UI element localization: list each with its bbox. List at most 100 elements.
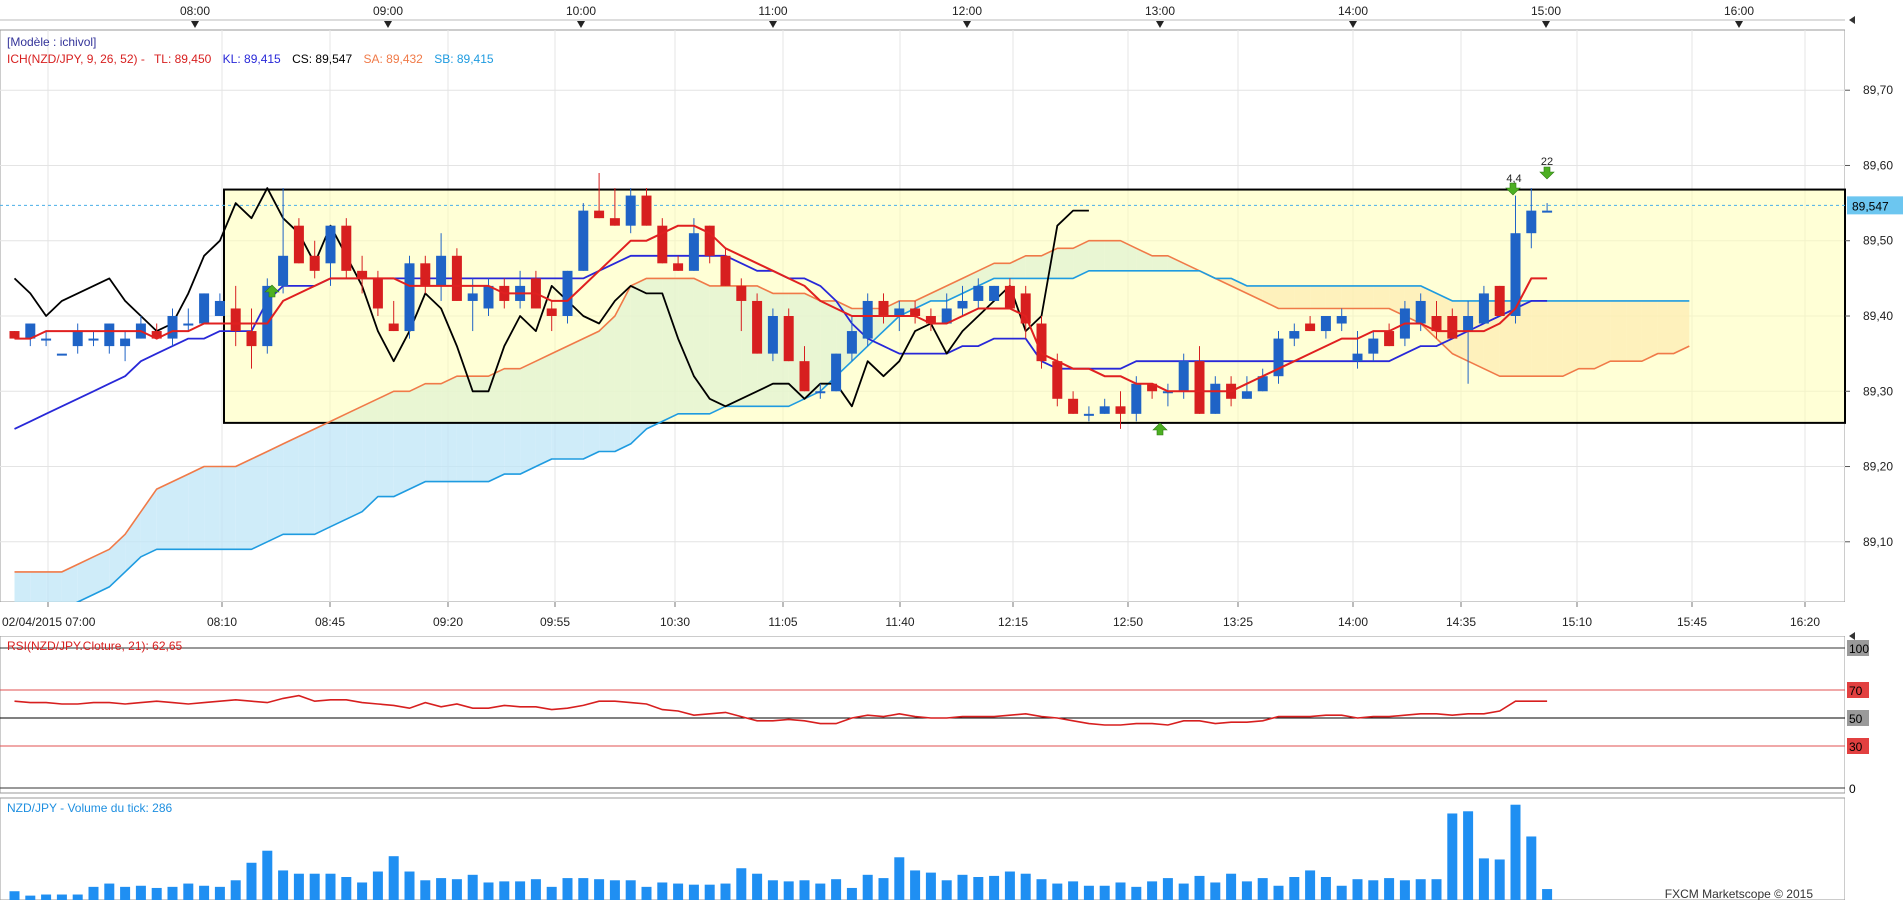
signal-label: 22 xyxy=(1541,156,1553,168)
kumo-cloud-segment xyxy=(109,534,126,587)
kumo-cloud-segment xyxy=(125,511,141,572)
bottom-time-label: 12:15 xyxy=(998,615,1028,629)
legend-senkou-a: SA: 89,432 xyxy=(363,52,423,66)
candle-body xyxy=(1083,413,1094,416)
candle-body xyxy=(278,255,289,286)
rsi-axis-label: 100 xyxy=(1849,642,1869,656)
signal-label: 4,4 xyxy=(1506,173,1521,185)
volume-bar xyxy=(799,880,810,900)
top-time-marker xyxy=(769,21,777,28)
top-time-label: 15:00 xyxy=(1531,4,1561,18)
volume-bar xyxy=(1289,877,1300,900)
volume-bar xyxy=(1241,881,1252,900)
candle-body xyxy=(199,293,210,324)
candle-body xyxy=(104,323,115,347)
volume-bar xyxy=(1399,880,1410,900)
candle-body xyxy=(1431,316,1442,332)
volume-bar xyxy=(199,885,210,900)
bottom-time-label: 16:20 xyxy=(1790,615,1820,629)
volume-bar xyxy=(1178,883,1189,900)
volume-bar xyxy=(9,891,20,900)
top-time-label: 10:00 xyxy=(566,4,596,18)
volume-bar xyxy=(1305,870,1316,900)
kumo-cloud-segment xyxy=(188,466,205,550)
rsi-axis-tag xyxy=(1847,738,1869,754)
candle-body xyxy=(120,338,131,347)
range-box xyxy=(223,188,1846,424)
top-time-marker xyxy=(1735,21,1743,28)
volume-bar xyxy=(815,883,826,900)
bottom-time-label: 09:55 xyxy=(540,615,570,629)
volume-bar xyxy=(546,886,557,900)
candle-body xyxy=(436,255,447,286)
candle-body xyxy=(25,323,36,339)
volume-bar xyxy=(309,873,320,900)
candle-body xyxy=(673,263,684,271)
volume-bar xyxy=(594,879,605,900)
kumo-cloud-segment xyxy=(219,466,236,550)
bottom-time-label: 11:05 xyxy=(768,615,797,629)
volume-bar xyxy=(436,878,447,900)
senkou-a-line xyxy=(14,239,1690,573)
candle-body xyxy=(752,300,763,354)
bottom-time-label: 12:50 xyxy=(1113,615,1143,629)
legend-chikou: CS: 89,547 xyxy=(292,52,352,66)
candle-body xyxy=(1510,233,1521,316)
rsi-line xyxy=(14,694,1548,726)
sell-signal-arrow xyxy=(1539,166,1555,180)
bottom-time-label: 15:45 xyxy=(1677,615,1707,629)
volume-bar xyxy=(1004,871,1015,900)
candle-body xyxy=(1115,406,1126,414)
kumo-cloud-segment xyxy=(172,474,189,550)
candle-body xyxy=(767,316,778,354)
top-time-label: 09:00 xyxy=(373,4,403,18)
chikou-span-line xyxy=(13,187,1089,408)
volume-bar xyxy=(831,879,842,900)
top-time-marker xyxy=(1542,21,1550,28)
top-time-label: 14:00 xyxy=(1338,4,1368,18)
volume-bar xyxy=(1447,813,1458,900)
volume-bar xyxy=(499,881,510,900)
rsi-axis-label: 0 xyxy=(1849,782,1856,796)
legend-ich-params: ICH(NZD/JPY, 9, 26, 52) - xyxy=(7,52,145,66)
volume-bar xyxy=(372,871,383,900)
candle-body xyxy=(1147,383,1158,392)
candle-body xyxy=(167,316,178,339)
volume-bar xyxy=(973,877,984,900)
kumo-cloud-segment xyxy=(61,564,78,610)
candle-body xyxy=(957,300,968,309)
candle-body xyxy=(625,195,636,226)
candle-body xyxy=(467,293,478,301)
candle-body xyxy=(815,391,826,394)
volume-bar xyxy=(404,871,415,900)
top-time-marker xyxy=(577,21,585,28)
candle-body xyxy=(657,225,668,264)
top-time-label: 08:00 xyxy=(180,4,210,18)
rsi-label: RSI(NZD/JPY.Cloture, 21): 62,65 xyxy=(7,639,183,653)
volume-bar xyxy=(1099,885,1110,900)
volume-bar xyxy=(120,886,131,900)
price-axis-label: 89,60 xyxy=(1863,158,1893,172)
volume-bar xyxy=(1320,877,1331,900)
bottom-time-label: 11:40 xyxy=(885,615,914,629)
volume-bar xyxy=(293,873,304,900)
candle-body xyxy=(9,331,20,339)
candle-body xyxy=(451,255,462,301)
volume-bar xyxy=(957,874,968,900)
candle-body xyxy=(1447,316,1458,339)
volume-bar xyxy=(515,881,526,900)
volume-bar xyxy=(246,862,257,900)
volume-bar xyxy=(388,856,399,900)
volume-bar xyxy=(1336,885,1347,900)
volume-bar xyxy=(230,880,241,900)
bottom-time-label: 09:20 xyxy=(433,615,463,629)
current-price-tag xyxy=(1847,196,1903,215)
top-time-marker xyxy=(963,21,971,28)
candle-body xyxy=(1052,361,1063,399)
volume-bar xyxy=(989,875,1000,900)
volume-bar xyxy=(1131,886,1142,900)
candle-body xyxy=(594,210,605,219)
volume-bar xyxy=(1494,859,1505,900)
kumo-cloud-segment xyxy=(251,451,268,550)
